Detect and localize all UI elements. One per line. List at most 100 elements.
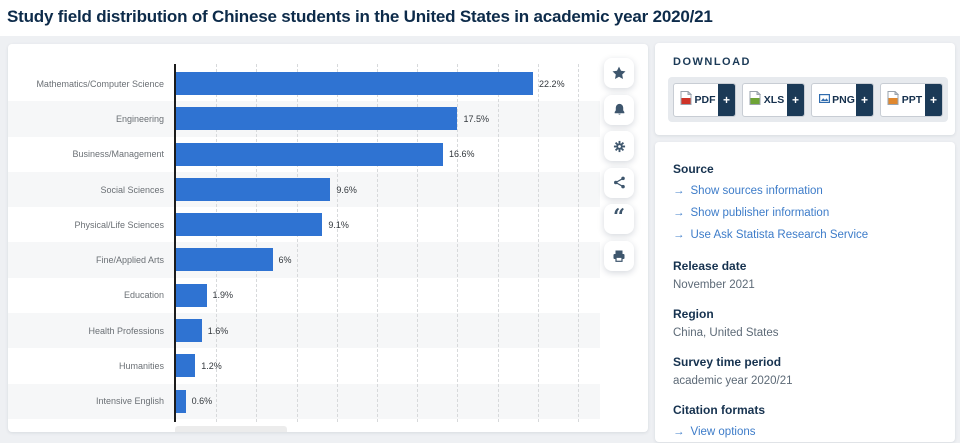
png-file-icon: [818, 92, 831, 108]
download-heading: DOWNLOAD: [673, 56, 751, 68]
category-label: Physical/Life Sciences: [74, 219, 164, 230]
download-ppt-button[interactable]: PPT +: [880, 82, 943, 117]
value-label: 1.2%: [201, 361, 222, 372]
page-header: Study field distribution of Chinese stud…: [0, 0, 960, 36]
value-label: 1.6%: [207, 325, 229, 336]
print-icon: [612, 249, 626, 263]
bar[interactable]: [176, 72, 534, 95]
ask-statista-link[interactable]: → Use Ask Statista Research Service: [673, 229, 869, 241]
bar-area: 22.2%: [174, 66, 600, 101]
release-date-section: Release date November 2021: [673, 259, 937, 294]
star-icon: [612, 66, 626, 80]
gridline: [578, 64, 580, 422]
cite-button[interactable]: “: [604, 204, 634, 235]
value-label: 9.1%: [328, 219, 349, 230]
bar[interactable]: [176, 354, 196, 378]
region-heading: Region: [673, 307, 714, 321]
print-button[interactable]: [604, 240, 634, 271]
gridline: [377, 64, 379, 422]
chart-row: Social Sciences 9.6%: [8, 171, 600, 208]
value-label: 22.2%: [539, 78, 565, 89]
gridline: [216, 64, 218, 422]
chart-card: Mathematics/Computer Science 22.2% Enginee…: [8, 44, 648, 432]
bar-area: 9.6%: [174, 172, 600, 207]
value-label: 0.6%: [191, 396, 213, 407]
show-sources-link[interactable]: → Show sources information: [673, 185, 823, 197]
chart-axis: [174, 64, 176, 422]
arrow-icon: →: [673, 207, 685, 219]
show-publisher-link[interactable]: → Show publisher information: [673, 207, 830, 219]
category-label: Business/Management: [72, 149, 164, 160]
bar[interactable]: [176, 283, 207, 307]
info-card: Source → Show sources information → Show p…: [655, 142, 955, 442]
bar[interactable]: [176, 213, 323, 237]
release-date-heading: Release date: [673, 259, 747, 273]
png-plus-segment[interactable]: +: [856, 83, 873, 116]
download-card: DOWNLOAD PDF + XLS + PNG +: [655, 43, 955, 135]
arrow-icon: →: [673, 185, 685, 197]
citation-heading: Citation formats: [673, 403, 766, 417]
gridline: [537, 64, 539, 422]
chart-row: Engineering 17.5%: [8, 101, 600, 137]
gear-icon: [613, 140, 626, 153]
category-label: Fine/Applied Arts: [95, 255, 164, 266]
bar-area: 1.9%: [174, 278, 600, 313]
survey-period-value: academic year 2020/21: [673, 375, 793, 387]
alert-button[interactable]: [604, 94, 634, 125]
bar-area: 17.5%: [174, 101, 600, 136]
chart-toolbar: “: [604, 58, 634, 278]
download-png-button[interactable]: PNG +: [811, 82, 874, 117]
survey-period-heading: Survey time period: [673, 355, 782, 369]
chart-row: Fine/Applied Arts 6%: [8, 242, 600, 278]
gridline: [336, 64, 338, 422]
bar[interactable]: [176, 389, 186, 413]
category-label: Health Professions: [88, 325, 164, 336]
page-title: Study field distribution of Chinese stud…: [7, 7, 713, 26]
chart-row: Education 1.9%: [8, 278, 600, 313]
survey-period-section: Survey time period academic year 2020/21: [673, 355, 937, 390]
favorite-button[interactable]: [604, 58, 634, 88]
xls-plus-segment[interactable]: +: [787, 83, 804, 116]
category-label: Intensive English: [95, 396, 164, 407]
download-button-group: PDF + XLS + PNG + PPT +: [668, 77, 948, 122]
settings-button[interactable]: [604, 131, 634, 162]
quote-icon: “: [612, 204, 626, 230]
value-label: 9.6%: [336, 184, 357, 195]
value-label: 16.6%: [448, 149, 475, 160]
chart-row: Business/Management 16.6%: [8, 137, 600, 172]
pdf-plus-segment[interactable]: +: [718, 83, 735, 116]
gridline: [497, 64, 499, 422]
bar[interactable]: [176, 107, 458, 131]
download-pdf-button[interactable]: PDF +: [673, 82, 736, 117]
bar[interactable]: [176, 177, 331, 201]
chart-rows: Mathematics/Computer Science 22.2% Enginee…: [8, 66, 600, 419]
value-label: 6%: [278, 255, 292, 266]
category-label: Social Sciences: [100, 184, 164, 195]
region-value: China, United States: [673, 327, 779, 339]
chart-row: Physical/Life Sciences 9.1%: [8, 207, 600, 242]
bar-area: 1.6%: [174, 313, 600, 348]
category-label: Engineering: [115, 113, 164, 124]
release-date-value: November 2021: [673, 279, 755, 291]
share-icon: [613, 176, 626, 189]
view-options-link[interactable]: → View options: [673, 426, 756, 438]
gridline: [296, 64, 298, 422]
category-label: Education: [123, 290, 164, 301]
bar-area: 6%: [174, 242, 600, 277]
bar-area: 1.2%: [174, 348, 600, 383]
gridline: [417, 64, 419, 422]
ppt-plus-segment[interactable]: +: [925, 83, 942, 116]
bar[interactable]: [176, 319, 202, 343]
ppt-file-icon: [887, 90, 900, 108]
gridline: [457, 64, 459, 422]
value-label: 17.5%: [463, 113, 489, 124]
bar[interactable]: [176, 142, 443, 166]
value-label: 1.9%: [212, 290, 234, 301]
arrow-icon: →: [673, 426, 685, 438]
bar[interactable]: [176, 248, 273, 272]
xls-file-icon: [749, 90, 762, 108]
bell-icon: [613, 103, 626, 116]
download-xls-button[interactable]: XLS +: [742, 82, 805, 117]
share-button[interactable]: [604, 167, 634, 198]
gridline: [256, 64, 258, 422]
